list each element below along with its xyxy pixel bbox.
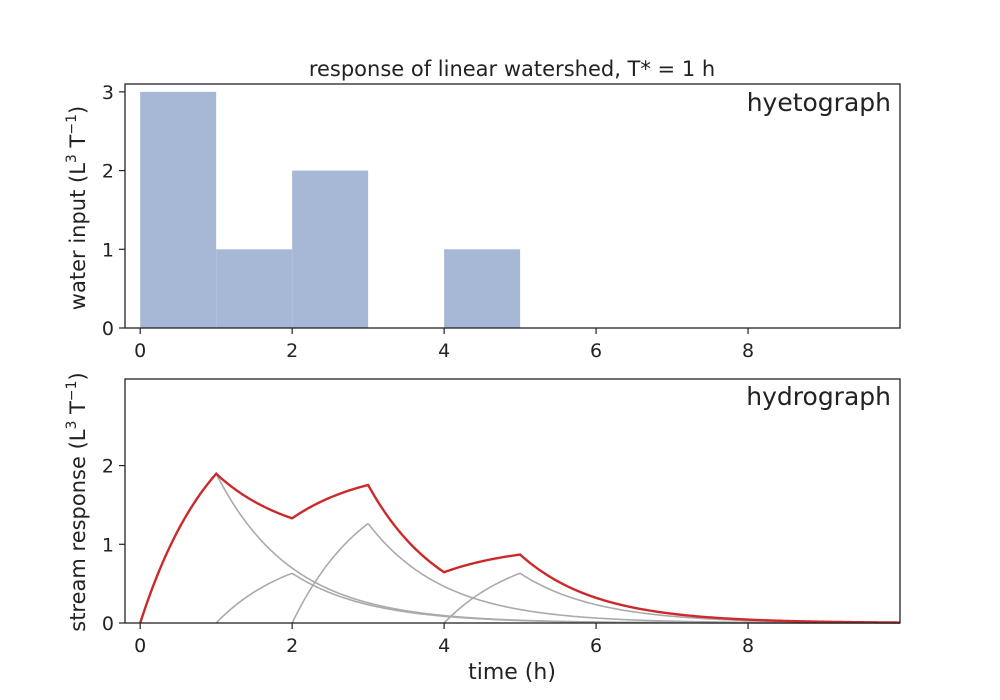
x-tick-label: 2 — [286, 635, 298, 657]
y-tick-label: 0 — [102, 613, 114, 635]
hyetograph-bar — [216, 249, 293, 328]
hydrograph-x-ticks: 0 2 4 6 8 — [134, 623, 754, 657]
hydrograph-y-ticks: 0 1 2 — [102, 456, 125, 635]
hydrograph-lines — [139, 472, 901, 624]
y-tick-label: 2 — [102, 456, 114, 478]
component-response-line — [443, 572, 900, 624]
total-response-line — [139, 472, 901, 624]
hyetograph-bar — [444, 249, 521, 328]
y-tick-label: 3 — [102, 82, 114, 104]
hydrograph-frame — [124, 378, 901, 624]
y-tick-label: 0 — [102, 318, 114, 340]
x-tick-label: 0 — [134, 340, 146, 362]
y-tick-label: 1 — [102, 239, 114, 261]
chart-title: response of linear watershed, T* = 1 h — [309, 57, 715, 81]
y-tick-label: 2 — [102, 161, 114, 183]
x-axis-label: time (h) — [468, 660, 556, 685]
x-tick-label: 8 — [742, 635, 754, 657]
hyetograph-annotation: hyetograph — [747, 88, 891, 117]
hyetograph-bar — [292, 170, 369, 328]
hyetograph-y-ticks: 0 1 2 3 — [102, 82, 125, 340]
x-tick-label: 4 — [438, 340, 450, 362]
x-tick-label: 8 — [742, 340, 754, 362]
x-tick-label: 6 — [590, 340, 602, 362]
hyetograph-panel: 0 2 4 6 8 0 1 2 3 hyetograph water input (L3 T−… — [64, 82, 901, 362]
hyetograph-y-axis-label: water input (L3 T−1) — [64, 106, 90, 310]
hydrograph-panel: 0 2 4 6 8 0 1 2 hydrograph stream response (L3… — [64, 372, 901, 685]
x-tick-label: 4 — [438, 635, 450, 657]
y-tick-label: 1 — [102, 534, 114, 556]
hyetograph-frame — [124, 83, 901, 329]
hydrograph-y-axis-label: stream response (L3 T−1) — [64, 372, 90, 632]
component-response-line — [139, 472, 900, 624]
x-tick-label: 0 — [134, 635, 146, 657]
x-tick-label: 2 — [286, 340, 298, 362]
x-tick-label: 6 — [590, 635, 602, 657]
hyetograph-bars — [140, 91, 521, 328]
hyetograph-bar — [140, 91, 217, 328]
hyetograph-x-ticks: 0 2 4 6 8 — [134, 328, 754, 362]
hydrograph-annotation: hydrograph — [746, 382, 891, 411]
